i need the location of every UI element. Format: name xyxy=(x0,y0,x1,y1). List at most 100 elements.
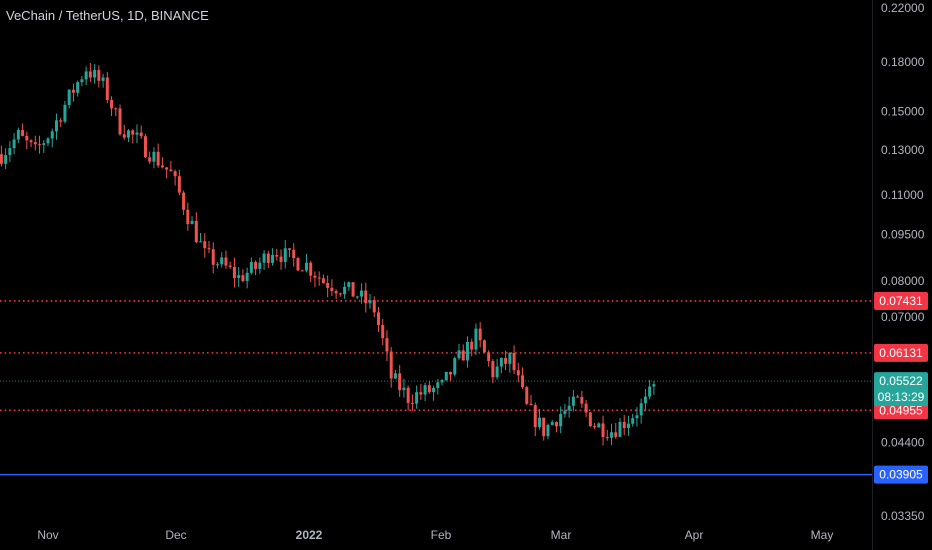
candle-body xyxy=(563,410,567,414)
candle-body xyxy=(0,154,3,164)
candle-body xyxy=(160,165,164,168)
candle-body xyxy=(334,291,338,294)
candle-body xyxy=(139,132,143,137)
candle-body xyxy=(29,140,33,143)
y-tick-label: 0.13000 xyxy=(881,143,925,157)
candle-body xyxy=(169,169,173,172)
candle-body xyxy=(21,129,25,136)
y-tick-label: 0.09500 xyxy=(881,228,925,242)
candle-body xyxy=(275,254,279,257)
candle-body xyxy=(237,275,241,278)
candle-body xyxy=(550,422,554,425)
candle-body xyxy=(347,282,351,287)
candle-body xyxy=(521,375,525,388)
candle-body xyxy=(504,357,508,364)
candle-body xyxy=(300,270,304,272)
candle-body xyxy=(529,403,533,406)
candle-body xyxy=(597,423,601,428)
candle-body xyxy=(588,412,592,427)
candle-body xyxy=(427,385,431,393)
candle-body xyxy=(42,143,46,145)
candle-body xyxy=(71,89,75,93)
candle-body xyxy=(309,262,313,276)
candle-body xyxy=(182,192,186,210)
x-tick-label: 2022 xyxy=(296,528,323,542)
candle-body xyxy=(622,421,626,429)
candle-body xyxy=(199,241,203,243)
candle-body xyxy=(330,287,334,292)
candle-body xyxy=(177,176,181,193)
candle-body xyxy=(542,417,546,437)
candle-body xyxy=(593,426,597,428)
candle-body xyxy=(470,341,474,350)
candle-body xyxy=(639,403,643,416)
candle-body xyxy=(232,266,236,278)
candle-body xyxy=(537,417,541,428)
candle-body xyxy=(190,220,194,225)
candle-body xyxy=(491,361,495,378)
candle-body xyxy=(207,248,211,250)
candle-body xyxy=(152,151,156,162)
candle-body xyxy=(554,422,558,427)
price-labels: 0.07431 0.06131 0.04955 0.03905 0.05522 08:13… xyxy=(874,291,928,484)
x-tick-label: May xyxy=(811,528,834,542)
candle-body xyxy=(16,129,20,140)
candle-body xyxy=(118,108,122,135)
y-tick-label: 0.04400 xyxy=(881,435,925,449)
candle-body xyxy=(12,139,16,149)
candle-body xyxy=(614,432,618,437)
candle-body xyxy=(343,286,347,295)
y-tick-label: 0.07000 xyxy=(881,310,925,324)
last-price-label: 0.05522 xyxy=(879,374,923,388)
countdown-label: 08:13:29 xyxy=(878,390,925,404)
candle-body xyxy=(605,437,609,439)
candle-body xyxy=(410,402,414,404)
level-price-label-bg xyxy=(874,291,928,310)
candle-body xyxy=(67,89,71,105)
candle-body xyxy=(338,293,342,295)
candle-body xyxy=(576,396,580,398)
candles xyxy=(0,62,656,446)
candle-body xyxy=(271,254,275,263)
y-axis: 0.22000 0.18000 0.15000 0.13000 0.11000 0.095… xyxy=(881,1,925,523)
candle-body xyxy=(63,104,67,122)
candle-body xyxy=(406,387,410,403)
candle-body xyxy=(432,387,436,393)
candle-body xyxy=(131,130,135,135)
candle-body xyxy=(254,262,258,269)
candle-body xyxy=(449,371,453,375)
candle-body xyxy=(84,71,88,80)
candle-body xyxy=(59,120,63,122)
candle-body xyxy=(296,258,300,271)
candle-body xyxy=(101,77,105,81)
candle-body xyxy=(93,70,97,78)
candle-body xyxy=(228,265,232,267)
candle-body xyxy=(283,248,287,262)
x-tick-label: Apr xyxy=(685,528,704,542)
x-tick-label: Dec xyxy=(165,528,186,542)
candle-body xyxy=(444,371,448,381)
candle-body xyxy=(4,155,8,164)
candle-body xyxy=(46,138,50,144)
candle-body xyxy=(584,403,588,413)
candle-body xyxy=(25,135,29,141)
candle-body xyxy=(317,277,321,279)
x-axis: Nov Dec 2022 Feb Mar Apr May xyxy=(37,528,833,542)
candle-body xyxy=(436,382,440,388)
candle-body xyxy=(512,352,516,371)
candle-body xyxy=(652,384,656,387)
candle-body xyxy=(478,328,482,341)
candle-body xyxy=(114,108,118,110)
candle-body xyxy=(326,283,330,288)
candle-body xyxy=(461,350,465,361)
candle-body xyxy=(546,424,550,437)
candle-body xyxy=(618,421,622,437)
y-tick-label: 0.11000 xyxy=(881,188,924,202)
candle-body xyxy=(224,257,228,266)
candle-body xyxy=(508,352,512,364)
horizontal-levels xyxy=(0,300,872,476)
y-tick-label: 0.08000 xyxy=(881,274,925,288)
candle-body xyxy=(97,70,101,81)
candle-body xyxy=(610,432,614,438)
